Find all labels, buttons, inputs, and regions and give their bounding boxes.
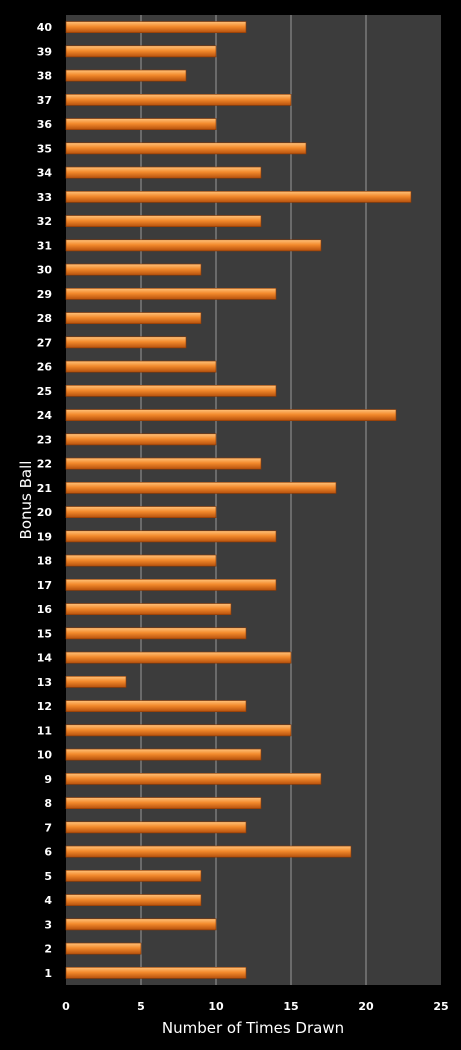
y-tick-label: 28 [37,312,52,325]
y-tick-label: 36 [37,118,53,131]
bar [65,360,217,373]
bar [65,93,292,106]
bar [65,287,277,300]
y-tick-label: 4 [44,894,52,907]
bar [65,748,262,761]
bar [65,409,397,422]
bar [65,530,277,543]
bar [65,966,247,979]
y-tick-label: 17 [37,579,52,592]
bar [65,869,202,882]
y-tick-label: 9 [44,773,52,786]
bar [65,142,307,155]
y-tick-label: 34 [37,167,53,180]
bar [65,457,262,470]
y-tick-label: 12 [37,700,52,713]
x-tick-label: 5 [137,1000,145,1013]
bar [65,45,217,58]
bar [65,506,217,519]
y-tick-label: 1 [44,967,52,980]
y-tick-label: 15 [37,627,52,640]
y-tick-label: 8 [44,797,52,810]
bar [65,603,232,616]
x-tick-label: 0 [62,1000,70,1013]
y-axis-title: Bonus Ball [17,461,35,540]
bar [65,797,262,810]
y-tick-label: 23 [37,433,52,446]
y-tick-label: 20 [37,506,53,519]
y-tick-label: 13 [37,676,52,689]
y-tick-label: 22 [37,458,52,471]
bars [65,21,412,979]
bar [65,894,202,907]
bar [65,263,202,276]
bar [65,118,217,131]
y-tick-label: 2 [44,943,52,956]
y-tick-label: 38 [37,70,52,83]
y-tick-label: 40 [37,21,53,34]
y-tick-label: 18 [37,555,52,568]
bar [65,821,247,834]
y-tick-label: 30 [37,264,53,277]
bar [65,312,202,325]
y-axis-tick-labels: 1234567891011121314151617181920212223242… [37,21,53,980]
x-axis-title: Number of Times Drawn [162,1019,344,1037]
bar [65,215,262,228]
bar [65,724,292,737]
y-tick-label: 16 [37,603,53,616]
y-tick-label: 29 [37,288,52,301]
bar [65,918,217,931]
x-axis-tick-labels: 0 5 10 15 20 25 [62,1000,448,1013]
y-tick-label: 39 [37,45,52,58]
y-tick-label: 3 [44,918,52,931]
x-tick-label: 10 [208,1000,224,1013]
y-tick-label: 33 [37,191,52,204]
y-tick-label: 31 [37,239,52,252]
y-tick-label: 21 [37,482,52,495]
bar [65,845,352,858]
y-tick-label: 25 [37,385,52,398]
bar [65,190,412,203]
y-tick-label: 26 [37,361,53,374]
bar [65,21,247,34]
bar [65,675,127,688]
bar [65,384,277,397]
plot-area [66,15,441,985]
x-tick-label: 20 [358,1000,374,1013]
y-tick-label: 7 [44,821,52,834]
bar [65,578,277,591]
bar [65,772,322,785]
bar [65,239,322,252]
y-tick-label: 37 [37,94,52,107]
y-tick-label: 10 [37,749,53,762]
bar [65,433,217,446]
bar [65,336,187,349]
y-tick-label: 32 [37,215,52,228]
bar [65,627,247,640]
bar [65,942,142,955]
x-tick-label: 25 [433,1000,448,1013]
y-tick-label: 19 [37,530,52,543]
y-tick-label: 14 [37,652,53,665]
bar [65,700,247,713]
y-tick-label: 6 [44,846,52,859]
y-tick-label: 35 [37,142,52,155]
y-tick-label: 5 [44,870,52,883]
bar [65,651,292,664]
bar [65,554,217,567]
bar [65,166,262,179]
y-tick-label: 24 [37,409,53,422]
bar [65,481,337,494]
bar [65,69,187,82]
y-tick-label: 27 [37,336,52,349]
y-tick-label: 11 [37,724,52,737]
x-tick-label: 15 [283,1000,298,1013]
